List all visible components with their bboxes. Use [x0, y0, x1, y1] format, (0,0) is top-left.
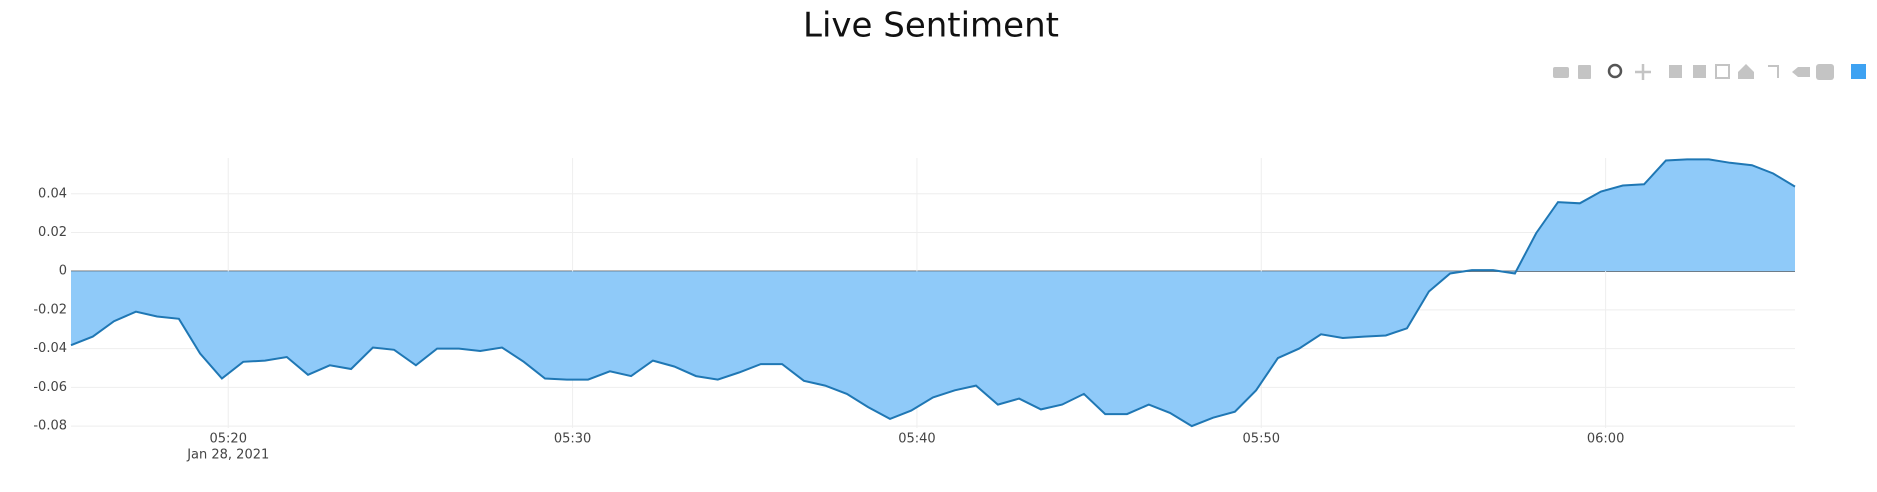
- y-tick-label: 0: [59, 264, 67, 279]
- save-icon[interactable]: [1578, 65, 1591, 79]
- y-tick-label: 0.04: [38, 186, 67, 201]
- x-tick-label: 05:40: [898, 432, 935, 447]
- x-tick-label: 05:30: [554, 432, 591, 447]
- modebar: [1553, 63, 1866, 80]
- zoom-icon[interactable]: [1607, 63, 1623, 79]
- hover-compare-icon[interactable]: [1816, 64, 1834, 80]
- x-tick-label: 06:00: [1587, 432, 1624, 447]
- zoom-out-icon[interactable]: [1693, 65, 1706, 78]
- spike-icon[interactable]: [1768, 65, 1779, 78]
- zoom-in-icon[interactable]: [1669, 65, 1682, 78]
- y-tick-label: 0.02: [38, 225, 67, 240]
- area-fill: [71, 159, 1795, 427]
- x-tick-label: 05:20: [210, 432, 247, 447]
- x-tick-label: 05:50: [1243, 432, 1280, 447]
- camera-icon[interactable]: [1553, 67, 1569, 78]
- pan-icon[interactable]: [1635, 64, 1651, 80]
- y-tick-label: -0.04: [33, 341, 67, 356]
- x-date-label: Jan 28, 2021: [186, 448, 269, 463]
- area-line: [70, 158, 1796, 428]
- y-tick-label: -0.06: [33, 380, 67, 395]
- chart-title: Live Sentiment: [803, 6, 1059, 46]
- y-tick-label: -0.02: [33, 302, 67, 317]
- autoscale-icon[interactable]: [1715, 64, 1730, 79]
- y-tick-label: -0.08: [33, 419, 67, 434]
- plotly-logo[interactable]: [1851, 64, 1866, 79]
- hover-closest-icon[interactable]: [1792, 67, 1810, 77]
- reset-icon[interactable]: [1738, 64, 1754, 79]
